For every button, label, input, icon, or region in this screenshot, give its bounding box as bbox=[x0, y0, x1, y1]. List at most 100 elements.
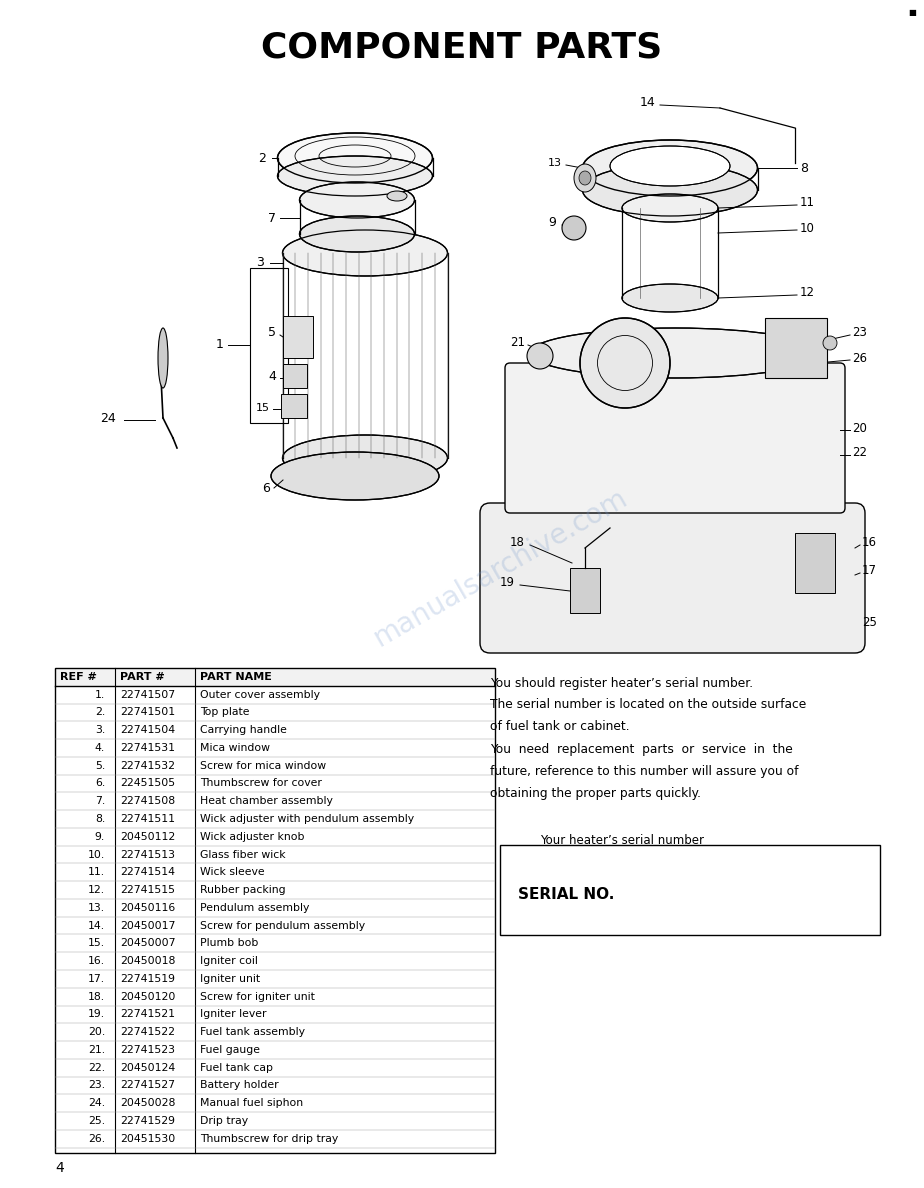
Text: future, reference to this number will assure you of: future, reference to this number will as… bbox=[490, 765, 798, 777]
Text: of fuel tank or cabinet.: of fuel tank or cabinet. bbox=[490, 720, 629, 733]
Text: 15.: 15. bbox=[88, 939, 105, 948]
Text: 4: 4 bbox=[55, 1161, 64, 1175]
Text: You should register heater’s serial number.: You should register heater’s serial numb… bbox=[490, 676, 753, 689]
Bar bbox=[55, 668, 495, 685]
Text: manualsarchive.com: manualsarchive.com bbox=[368, 484, 632, 652]
Text: Pendulum assembly: Pendulum assembly bbox=[200, 903, 310, 912]
Text: 23.: 23. bbox=[88, 1081, 105, 1091]
Ellipse shape bbox=[283, 230, 447, 276]
Text: 1: 1 bbox=[216, 339, 224, 352]
Ellipse shape bbox=[271, 451, 439, 500]
Text: 20.: 20. bbox=[88, 1028, 105, 1037]
Text: 20451530: 20451530 bbox=[120, 1133, 176, 1144]
Text: 22741507: 22741507 bbox=[120, 690, 176, 700]
Text: 22741532: 22741532 bbox=[120, 760, 175, 771]
Text: 20450007: 20450007 bbox=[120, 939, 176, 948]
Text: Drip tray: Drip tray bbox=[200, 1116, 249, 1126]
Text: You  need  replacement  parts  or  service  in  the: You need replacement parts or service in… bbox=[490, 742, 793, 756]
Text: 18.: 18. bbox=[88, 992, 105, 1001]
Text: 5: 5 bbox=[268, 327, 276, 340]
Text: Battery holder: Battery holder bbox=[200, 1081, 279, 1091]
Text: 6: 6 bbox=[262, 481, 270, 494]
Ellipse shape bbox=[387, 191, 407, 201]
Text: 19.: 19. bbox=[88, 1010, 105, 1019]
Text: REF #: REF # bbox=[60, 672, 97, 682]
Text: 18: 18 bbox=[510, 537, 525, 550]
Ellipse shape bbox=[582, 164, 758, 216]
Text: Top plate: Top plate bbox=[200, 707, 249, 718]
Ellipse shape bbox=[622, 284, 718, 312]
Text: 20450120: 20450120 bbox=[120, 992, 176, 1001]
Text: Igniter coil: Igniter coil bbox=[200, 956, 258, 966]
Text: 20450112: 20450112 bbox=[120, 832, 176, 842]
Text: 14: 14 bbox=[640, 96, 656, 109]
FancyBboxPatch shape bbox=[480, 503, 865, 653]
Ellipse shape bbox=[527, 343, 553, 369]
Text: 24.: 24. bbox=[88, 1098, 105, 1108]
Text: PART #: PART # bbox=[120, 672, 164, 682]
Text: Fuel tank assembly: Fuel tank assembly bbox=[200, 1028, 305, 1037]
Text: Thumbscrew for cover: Thumbscrew for cover bbox=[200, 778, 322, 789]
Text: 10.: 10. bbox=[88, 849, 105, 860]
Text: Wick adjuster with pendulum assembly: Wick adjuster with pendulum assembly bbox=[200, 814, 414, 824]
Text: 22741527: 22741527 bbox=[120, 1081, 175, 1091]
Text: 26.: 26. bbox=[88, 1133, 105, 1144]
Ellipse shape bbox=[622, 194, 718, 222]
Text: 20450116: 20450116 bbox=[120, 903, 176, 912]
Text: 13.: 13. bbox=[88, 903, 105, 912]
Text: Igniter lever: Igniter lever bbox=[200, 1010, 266, 1019]
Text: 22741531: 22741531 bbox=[120, 742, 175, 753]
Text: 22451505: 22451505 bbox=[120, 778, 176, 789]
Text: 22741522: 22741522 bbox=[120, 1028, 175, 1037]
Text: 22741519: 22741519 bbox=[120, 974, 175, 984]
Text: Fuel gauge: Fuel gauge bbox=[200, 1045, 260, 1055]
Ellipse shape bbox=[529, 328, 821, 378]
Text: 20450017: 20450017 bbox=[120, 921, 176, 930]
Text: 22: 22 bbox=[852, 447, 867, 460]
Text: Plumb bob: Plumb bob bbox=[200, 939, 259, 948]
Text: PART NAME: PART NAME bbox=[200, 672, 272, 682]
Text: Rubber packing: Rubber packing bbox=[200, 885, 286, 895]
Text: 17.: 17. bbox=[88, 974, 105, 984]
Text: 4.: 4. bbox=[95, 742, 105, 753]
Text: 19: 19 bbox=[500, 576, 515, 589]
Text: Wick sleeve: Wick sleeve bbox=[200, 867, 264, 877]
Text: 11.: 11. bbox=[88, 867, 105, 877]
Ellipse shape bbox=[277, 133, 432, 183]
Text: 26: 26 bbox=[852, 352, 867, 365]
Text: The serial number is located on the outside surface: The serial number is located on the outs… bbox=[490, 699, 807, 712]
Ellipse shape bbox=[158, 328, 168, 388]
Text: 25.: 25. bbox=[88, 1116, 105, 1126]
Ellipse shape bbox=[283, 435, 447, 481]
Text: Igniter unit: Igniter unit bbox=[200, 974, 261, 984]
Text: 22741523: 22741523 bbox=[120, 1045, 175, 1055]
Ellipse shape bbox=[299, 216, 415, 252]
Text: 22741521: 22741521 bbox=[120, 1010, 175, 1019]
Text: 16.: 16. bbox=[88, 956, 105, 966]
Ellipse shape bbox=[277, 156, 432, 196]
Text: 22741514: 22741514 bbox=[120, 867, 175, 877]
Text: Heat chamber assembly: Heat chamber assembly bbox=[200, 796, 333, 807]
Text: 20450124: 20450124 bbox=[120, 1063, 176, 1073]
Text: 3: 3 bbox=[256, 257, 264, 270]
Text: 22741513: 22741513 bbox=[120, 849, 175, 860]
FancyBboxPatch shape bbox=[505, 364, 845, 513]
Bar bbox=[283, 316, 313, 358]
Bar bbox=[765, 318, 827, 378]
Text: 8: 8 bbox=[800, 162, 808, 175]
Text: Outer cover assembly: Outer cover assembly bbox=[200, 690, 320, 700]
Text: Screw for igniter unit: Screw for igniter unit bbox=[200, 992, 315, 1001]
Text: 20450028: 20450028 bbox=[120, 1098, 176, 1108]
Ellipse shape bbox=[299, 182, 415, 219]
Text: 12.: 12. bbox=[88, 885, 105, 895]
Bar bbox=[795, 533, 835, 593]
Text: 20450018: 20450018 bbox=[120, 956, 176, 966]
Text: Glass fiber wick: Glass fiber wick bbox=[200, 849, 286, 860]
Text: 22741511: 22741511 bbox=[120, 814, 175, 824]
Text: 1.: 1. bbox=[95, 690, 105, 700]
Text: Your heater’s serial number: Your heater’s serial number bbox=[540, 834, 704, 847]
Text: Screw for mica window: Screw for mica window bbox=[200, 760, 326, 771]
Text: 9.: 9. bbox=[95, 832, 105, 842]
Text: 13: 13 bbox=[548, 158, 562, 168]
Text: 24: 24 bbox=[100, 411, 116, 424]
